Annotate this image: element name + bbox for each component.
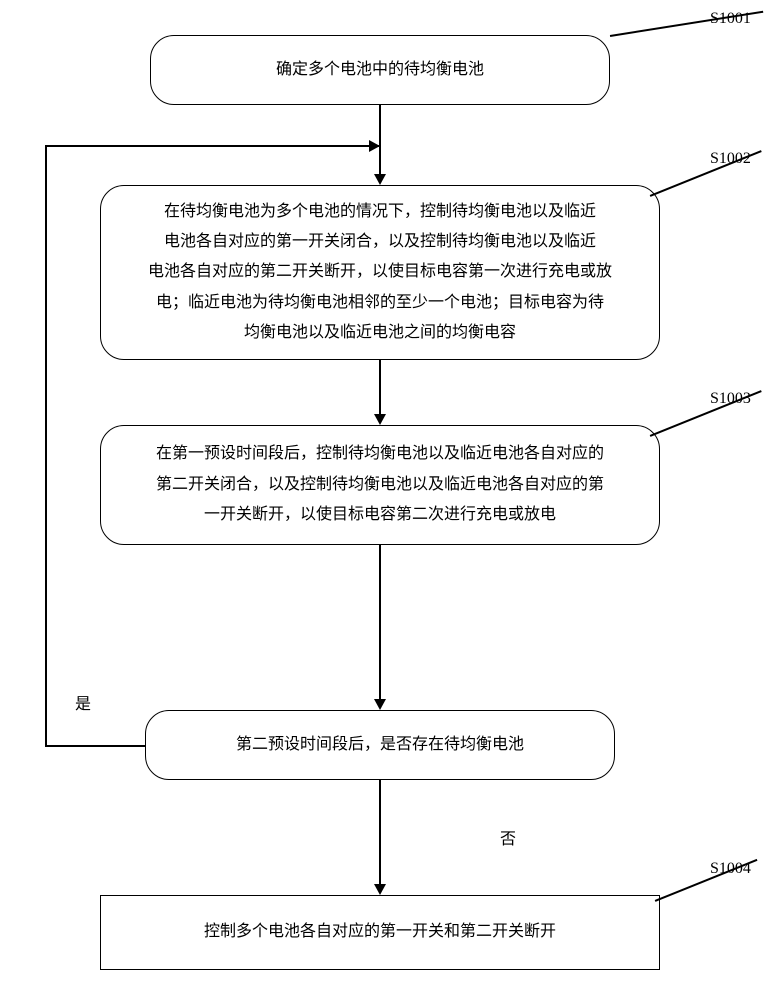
arrowhead-decision-s1004 [374, 884, 386, 895]
arrowhead-s1003-decision [374, 699, 386, 710]
loop-h1 [45, 745, 145, 747]
loop-v [45, 145, 47, 746]
node-s1002: 在待均衡电池为多个电池的情况下，控制待均衡电池以及临近 电池各自对应的第一开关闭… [100, 185, 660, 360]
node-s1004: 控制多个电池各自对应的第一开关和第二开关断开 [100, 895, 660, 970]
flowchart-container: 确定多个电池中的待均衡电池 S1001 在待均衡电池为多个电池的情况下，控制待均… [0, 0, 780, 1000]
arrowhead-s1001-s1002 [374, 174, 386, 185]
node-s1003: 在第一预设时间段后，控制待均衡电池以及临近电池各自对应的 第二开关闭合，以及控制… [100, 425, 660, 545]
step-label-s1004: S1004 [710, 860, 751, 878]
node-decision-text: 第二预设时间段后，是否存在待均衡电池 [236, 730, 524, 760]
arrowhead-loop [369, 140, 380, 152]
branch-label-no: 否 [500, 825, 516, 849]
node-s1002-text: 在待均衡电池为多个电池的情况下，控制待均衡电池以及临近 电池各自对应的第一开关闭… [148, 197, 612, 349]
node-s1003-text: 在第一预设时间段后，控制待均衡电池以及临近电池各自对应的 第二开关闭合，以及控制… [156, 439, 604, 530]
branch-label-yes: 是 [75, 690, 91, 714]
loop-h2 [45, 145, 379, 147]
node-decision: 第二预设时间段后，是否存在待均衡电池 [145, 710, 615, 780]
node-s1001-text: 确定多个电池中的待均衡电池 [276, 55, 484, 85]
step-label-s1003: S1003 [710, 390, 751, 408]
node-s1004-text: 控制多个电池各自对应的第一开关和第二开关断开 [204, 917, 556, 947]
arrow-s1003-decision [379, 545, 381, 700]
step-label-s1001: S1001 [710, 10, 751, 28]
step-label-s1002: S1002 [710, 150, 751, 168]
arrowhead-s1002-s1003 [374, 414, 386, 425]
arrow-decision-s1004 [379, 780, 381, 885]
arrow-s1002-s1003 [379, 360, 381, 415]
node-s1001: 确定多个电池中的待均衡电池 [150, 35, 610, 105]
